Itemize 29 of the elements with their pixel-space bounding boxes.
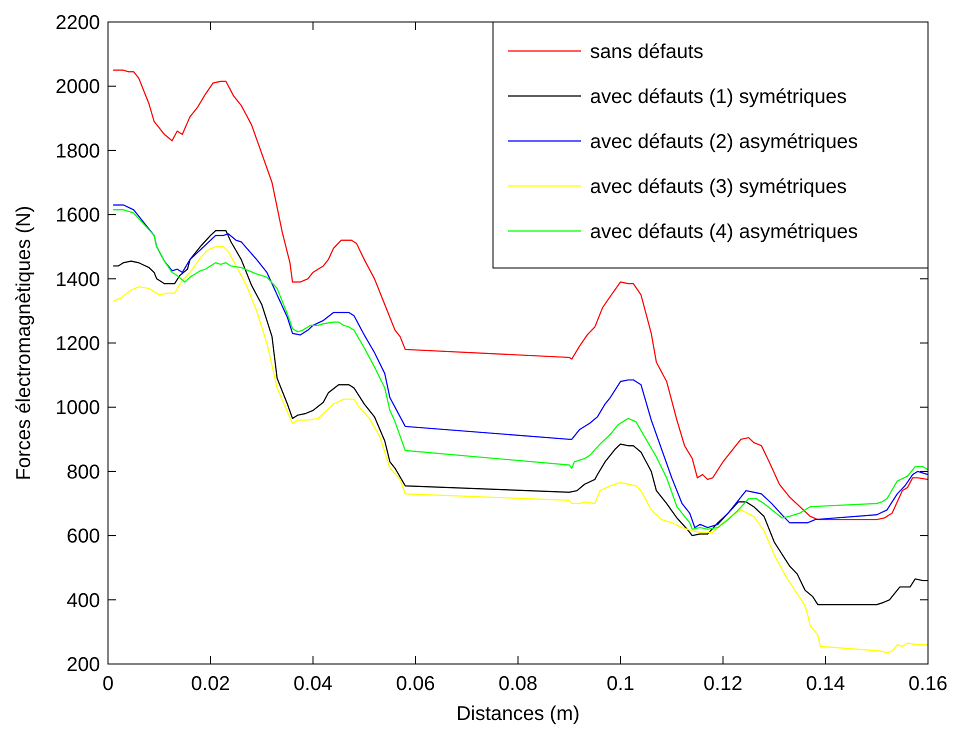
y-tick-label: 2200 [56,12,100,34]
y-tick-label: 1600 [56,204,100,227]
x-tick-label: 0.02 [191,673,230,695]
x-tick-label: 0.04 [294,673,332,695]
x-tick-label: 0.08 [498,673,538,695]
y-tick-label: 1800 [56,140,100,162]
y-tick-label: 2000 [56,76,100,98]
x-tick-label: 0.16 [908,673,948,695]
legend-label: sans défauts [590,41,704,63]
x-tick-label: 0.12 [704,673,742,695]
x-axis-title: Distances (m) [456,703,580,725]
legend-label: avec défauts (2) asymétriques [590,131,858,153]
legend-label: avec défauts (4) asymétriques [590,221,858,243]
x-tick-label: 0 [102,673,114,695]
y-tick-label: 600 [66,526,100,548]
y-tick-label: 1400 [56,268,100,291]
legend-label: avec défauts (1) symétriques [590,86,847,108]
line-series [112,70,929,520]
y-tick-label: 800 [66,461,100,484]
y-tick-label: 1200 [56,333,100,355]
y-tick-label: 200 [66,654,100,676]
x-tick-label: 0.14 [806,673,845,695]
legend-label: avec défauts (3) symétriques [590,176,847,198]
y-axis-title: Forces électromagnètiques (N) [13,206,35,480]
y-tick-label: 1000 [56,397,100,420]
x-tick-label: 0.06 [396,673,435,695]
x-tick-label: 0.1 [606,673,634,695]
line-series [112,246,929,654]
y-tick-label: 400 [66,590,100,612]
